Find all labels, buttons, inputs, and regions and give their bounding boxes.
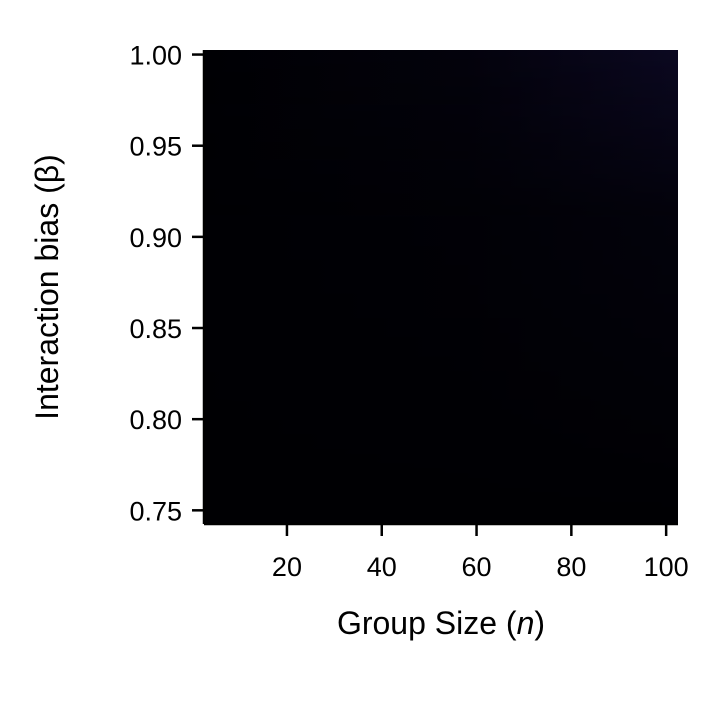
- x-tick-label: 40: [367, 552, 397, 582]
- y-tick-label: 0.85: [129, 314, 182, 344]
- x-axis-label: Group Size (n): [337, 605, 545, 641]
- y-tick-label: 0.95: [129, 132, 182, 162]
- x-tick-label: 80: [556, 552, 586, 582]
- x-tick-label: 60: [462, 552, 492, 582]
- x-axis-ticks: 20 40 60 80 100: [272, 524, 689, 582]
- x-tick-label: 100: [644, 552, 689, 582]
- y-axis-label: Interaction bias (β): [29, 154, 65, 420]
- y-tick-label: 0.75: [129, 496, 182, 526]
- y-tick-label: 0.90: [129, 223, 182, 253]
- heatmap-gradient: [204, 50, 678, 524]
- y-axis-ticks: 0.75 0.80 0.85 0.90 0.95 1.00: [129, 41, 204, 526]
- y-tick-label: 0.80: [129, 405, 182, 435]
- x-tick-label: 20: [272, 552, 302, 582]
- y-tick-label: 1.00: [129, 41, 182, 71]
- heatmap-plot-area: [204, 50, 678, 524]
